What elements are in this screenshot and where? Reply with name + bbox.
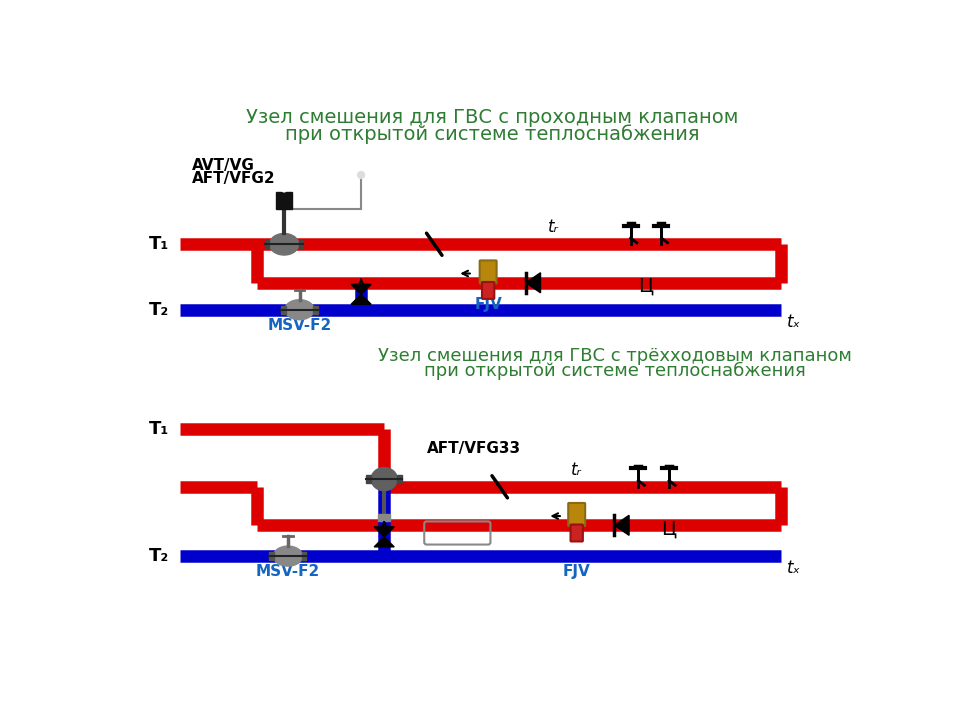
FancyBboxPatch shape [570, 525, 583, 541]
Text: AFT/VFG33: AFT/VFG33 [426, 441, 520, 456]
Text: T₁: T₁ [149, 420, 170, 438]
Ellipse shape [270, 233, 299, 255]
Text: при открытой системе теплоснабжения: при открытой системе теплоснабжения [424, 362, 806, 380]
Text: tₓ: tₓ [787, 313, 801, 331]
Bar [265, 240, 270, 248]
Text: T₂: T₂ [149, 301, 170, 319]
Text: при открытой системе теплоснабжения: при открытой системе теплоснабжения [285, 125, 699, 144]
Text: Ц: Ц [661, 520, 677, 539]
Circle shape [282, 187, 286, 192]
Polygon shape [351, 284, 372, 294]
Text: Узел смешения для ГВС с проходным клапаном: Узел смешения для ГВС с проходным клапан… [246, 108, 738, 127]
Text: T₂: T₂ [149, 547, 170, 565]
FancyBboxPatch shape [482, 282, 494, 299]
Text: tᵣ: tᵣ [571, 461, 582, 479]
Text: tᵣ: tᵣ [548, 218, 559, 236]
Polygon shape [526, 273, 540, 293]
FancyBboxPatch shape [568, 503, 586, 526]
Polygon shape [374, 527, 395, 537]
Text: MSV-F2: MSV-F2 [255, 564, 320, 579]
Text: Узел смешения для ГВС с трёхходовым клапаном: Узел смешения для ГВС с трёхходовым клап… [378, 347, 852, 365]
Text: AVT/VG: AVT/VG [192, 158, 254, 174]
FancyBboxPatch shape [480, 261, 496, 284]
Ellipse shape [285, 300, 314, 320]
Text: Ц: Ц [638, 277, 654, 296]
Polygon shape [374, 537, 395, 547]
Bar [299, 240, 303, 248]
Polygon shape [351, 294, 372, 305]
Ellipse shape [274, 546, 302, 566]
Bar [276, 192, 292, 209]
Bar [270, 552, 275, 560]
Polygon shape [614, 516, 629, 535]
Ellipse shape [372, 467, 397, 490]
Text: AFT/VFG2: AFT/VFG2 [192, 171, 276, 186]
Text: T₁: T₁ [149, 235, 170, 253]
Bar [367, 475, 372, 483]
Bar [397, 475, 402, 483]
Text: MSV-F2: MSV-F2 [268, 318, 331, 333]
Bar [313, 306, 318, 313]
Circle shape [358, 172, 364, 178]
Bar [281, 306, 286, 313]
Text: tₓ: tₓ [787, 559, 801, 577]
Bar [301, 552, 306, 560]
Text: FJV: FJV [563, 564, 590, 579]
Bar [378, 514, 391, 521]
Text: FJV: FJV [474, 297, 502, 312]
